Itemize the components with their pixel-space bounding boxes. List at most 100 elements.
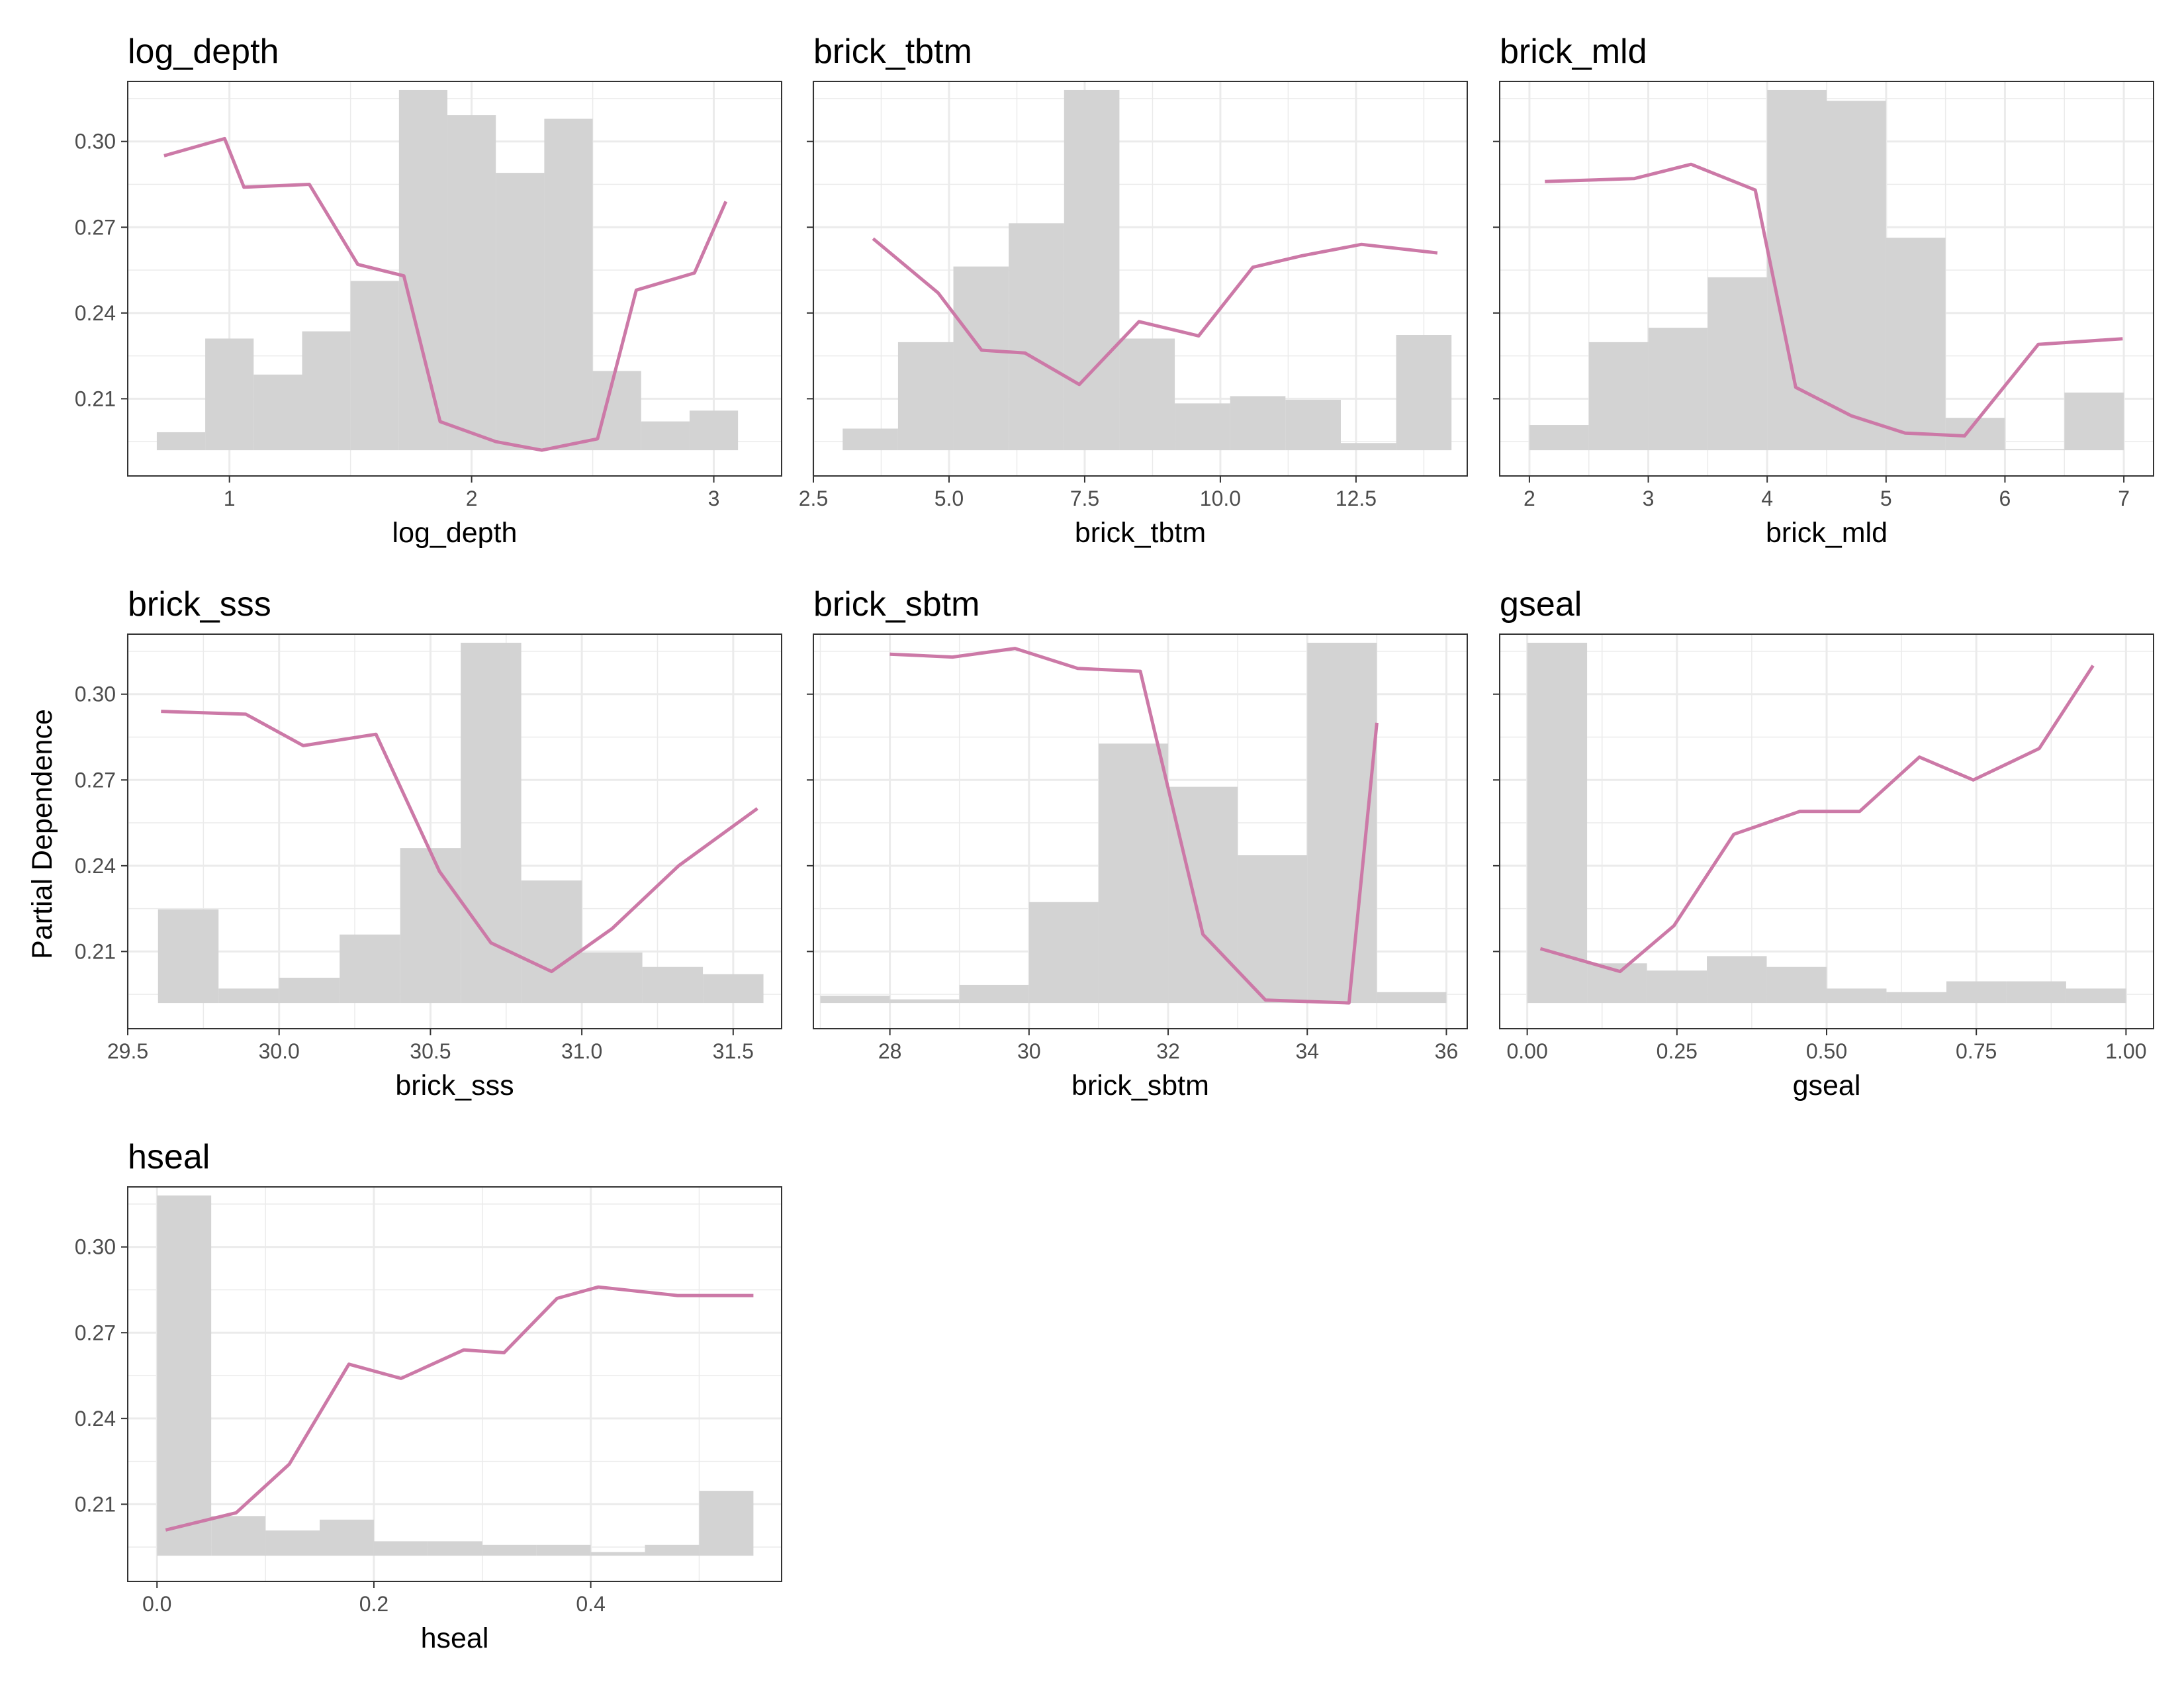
panel-background [128,1187,782,1581]
histogram-bar [373,1541,428,1556]
y-tick-label: 0.30 [75,682,116,706]
panel-brick_mld: 2 3 4 5 6 7 brick_mld brick_mld [1493,32,2154,549]
x-tick-label: 0.50 [1806,1039,1847,1063]
x-tick-label: 0.4 [576,1592,605,1616]
histogram-bar [1588,342,1649,451]
panel-border [127,81,782,477]
histogram-bar [398,89,448,451]
histogram-bar [340,934,400,1004]
histogram-bar [2064,393,2124,451]
panel-title: gseal [1500,585,1582,624]
histogram-bar [1230,396,1286,451]
histogram-bar [1767,89,1827,451]
histogram-bar [1285,399,1341,451]
x-tick-label: 3 [708,487,720,510]
histogram-bar [1307,642,1377,1004]
histogram-bar [897,342,954,451]
x-axis-label: brick_tbtm [1075,517,1206,549]
y-tick-label: 0.21 [75,387,116,410]
histogram-bar [1529,425,1589,451]
histogram-bar [156,432,206,451]
histogram-bar [157,1195,212,1556]
histogram-bar [641,421,690,451]
histogram-bar [1527,642,1588,1004]
histogram-bar [205,338,254,451]
histogram-bar [820,996,890,1004]
panel-title: brick_sbtm [813,585,979,624]
x-tick-label: 2 [466,487,478,510]
x-axis-label: hseal [421,1622,489,1654]
histogram-bar [642,966,704,1004]
x-tick-label: 7.5 [1070,487,1099,510]
histogram-bar [158,909,219,1004]
x-axis-label: log_depth [392,517,518,549]
histogram-bar [1175,403,1230,451]
panel-title: brick_tbtm [813,32,972,71]
histogram-bar [521,880,582,1004]
pd-line [889,647,1379,1005]
x-tick-label: 1 [224,487,236,510]
x-tick-label: 32 [1156,1039,1180,1063]
histogram-bar [953,266,1009,451]
histogram-bar [302,331,351,451]
histogram-bar [1886,992,1946,1004]
panel-title: hseal [128,1138,210,1176]
x-tick-label: 30 [1017,1039,1041,1063]
pd-line [163,136,728,452]
pd-line [1539,665,2095,974]
panel-hseal: 0.0 0.2 0.4 0.21 0.24 0.27 0.30 hseal hseal [75,1138,782,1654]
histogram-bar [582,952,643,1004]
histogram-bar [320,1519,374,1556]
panel-title: brick_mld [1500,32,1647,71]
histogram-bar [482,1544,537,1556]
x-tick-label: 0.25 [1657,1039,1698,1063]
y-tick-label: 0.30 [75,1235,116,1259]
histogram-bar [1064,89,1120,451]
panel-brick_sss: 29.5 30.0 30.5 31.0 31.5 0.21 0.24 0.27 0.30 bric… [75,585,782,1102]
histogram-bar [1098,743,1169,1004]
histogram-bar [1707,956,1767,1004]
panel-log_depth: 1 2 3 0.21 0.24 0.27 0.30 log_depth log_depth [75,32,782,549]
histogram-bar [1766,966,1827,1004]
histogram-bar [279,978,340,1004]
x-tick-label: 4 [1761,487,1773,510]
histogram-bar [1009,223,1064,451]
x-tick-label: 3 [1643,487,1655,510]
x-axis-label: brick_sss [395,1070,514,1102]
pd-line [872,237,1438,387]
histogram-bar [1168,786,1238,1004]
histogram-bar [1707,277,1768,451]
x-tick-label: 12.5 [1336,487,1377,510]
panel-brick_sbtm: 28 30 32 34 36 brick_sbtm brick_sbtm [807,585,1468,1102]
x-tick-label: 7 [2118,487,2130,510]
x-tick-label: 31.5 [713,1039,754,1063]
y-tick-label: 0.27 [75,768,116,792]
histogram-bar [2066,988,2126,1004]
pd-line [165,1285,754,1532]
histogram-bar [842,428,898,451]
y-tick-label: 0.27 [75,1321,116,1344]
y-axis-label: Partial Dependence [26,709,58,959]
histogram-bar [689,410,739,451]
histogram-bar [889,999,960,1004]
x-tick-label: 28 [878,1039,902,1063]
x-tick-label: 5 [1880,487,1892,510]
histogram-bar [1946,981,2007,1004]
x-tick-label: 5.0 [934,487,964,510]
x-tick-label: 10.0 [1200,487,1241,510]
y-tick-label: 0.21 [75,1492,116,1516]
histogram-bar [211,1516,266,1556]
histogram-bar [1238,855,1308,1004]
y-tick-label: 0.24 [75,854,116,878]
panels: 1 2 30.210.240.270.30log_depthlog_depth2.5… [75,32,2154,1654]
x-tick-label: 2 [1524,487,1535,510]
y-tick-label: 0.24 [75,301,116,325]
panel-title: brick_sss [128,585,271,624]
x-axis-label: brick_sbtm [1071,1070,1209,1102]
histogram-bar [496,173,545,451]
y-tick-label: 0.27 [75,215,116,239]
histogram-bar [703,974,764,1004]
y-tick-label: 0.24 [75,1407,116,1430]
histogram-bar [1396,334,1452,451]
